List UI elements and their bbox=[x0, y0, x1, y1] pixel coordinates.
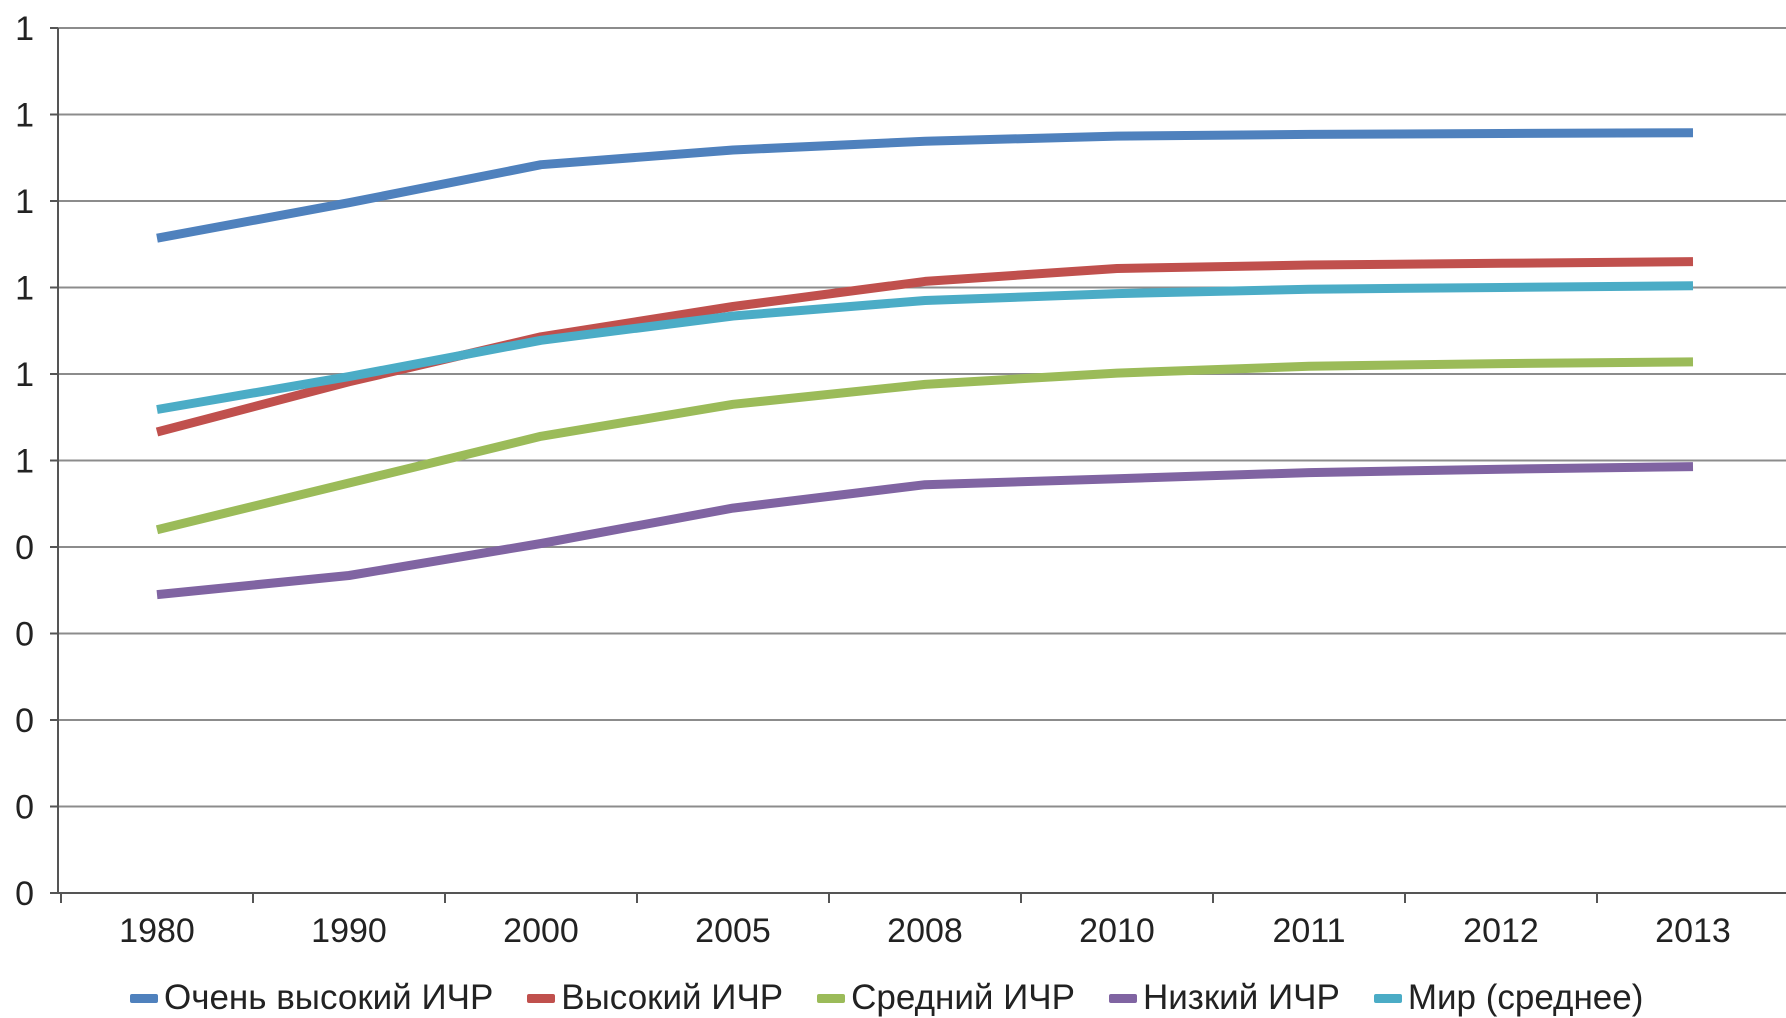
legend-item: Средний ИЧР bbox=[817, 978, 1075, 1018]
y-tick-label: 1 bbox=[15, 10, 34, 48]
x-tick-label: 2008 bbox=[887, 912, 963, 950]
legend-label: Низкий ИЧР bbox=[1142, 978, 1340, 1017]
y-tick-label: 0 bbox=[15, 616, 34, 654]
x-tick-label: 2013 bbox=[1655, 912, 1731, 950]
x-tick-label: 1990 bbox=[311, 912, 387, 950]
x-axis: 1980 1990 2000 2005 2008 2010 2011 2012 2013 bbox=[57, 28, 1786, 950]
gridlines bbox=[58, 27, 1786, 894]
legend-swatch bbox=[1373, 993, 1402, 1003]
y-tick-label: 1 bbox=[15, 97, 34, 135]
legend-label: Очень высокий ИЧР bbox=[164, 978, 494, 1017]
series-lines bbox=[155, 128, 1694, 600]
x-tick-label: 2012 bbox=[1463, 912, 1539, 950]
legend-label: Средний ИЧР bbox=[851, 978, 1075, 1017]
legend-swatch bbox=[1108, 993, 1137, 1003]
legend-label: Мир (среднее) bbox=[1407, 978, 1644, 1017]
series-line bbox=[155, 357, 1694, 535]
series-line bbox=[156, 281, 1694, 414]
x-tick-label: 1980 bbox=[119, 912, 195, 950]
y-tick-label: 0 bbox=[15, 789, 34, 827]
y-tick-label: 1 bbox=[15, 270, 34, 308]
legend: Очень высокий ИЧР Высокий ИЧР Средний ИЧР Н… bbox=[130, 978, 1643, 1018]
line-chart: 0 0 0 0 0 1 1 1 1 1 1 1980 1990 2000 2005 2008 2010 2011… bbox=[15, 10, 1786, 950]
legend-item: Высокий ИЧР bbox=[527, 978, 783, 1018]
y-tick-label: 0 bbox=[15, 702, 34, 740]
legend-item: Мир (среднее) bbox=[1373, 978, 1644, 1018]
legend-label: Высокий ИЧР bbox=[561, 978, 784, 1017]
series-line bbox=[156, 128, 1694, 243]
legend-swatch bbox=[817, 993, 846, 1003]
x-tick-label: 2011 bbox=[1272, 912, 1345, 950]
legend-swatch bbox=[527, 993, 556, 1003]
y-tick-label: 1 bbox=[15, 183, 34, 221]
y-tick-label: 1 bbox=[15, 356, 34, 394]
x-tick-label: 2010 bbox=[1079, 912, 1155, 950]
y-tick-label: 0 bbox=[15, 529, 34, 567]
x-tick-label: 2000 bbox=[503, 912, 579, 950]
legend-item: Низкий ИЧР bbox=[1108, 978, 1340, 1018]
x-tick-label: 2005 bbox=[695, 912, 771, 950]
legend-swatch bbox=[130, 993, 158, 1003]
y-axis-ticks: 0 0 0 0 0 1 1 1 1 1 1 bbox=[15, 10, 58, 913]
series-line bbox=[156, 462, 1694, 600]
legend-item: Очень высокий ИЧР bbox=[130, 978, 493, 1018]
y-tick-label: 0 bbox=[15, 875, 34, 913]
y-tick-label: 1 bbox=[15, 443, 34, 481]
